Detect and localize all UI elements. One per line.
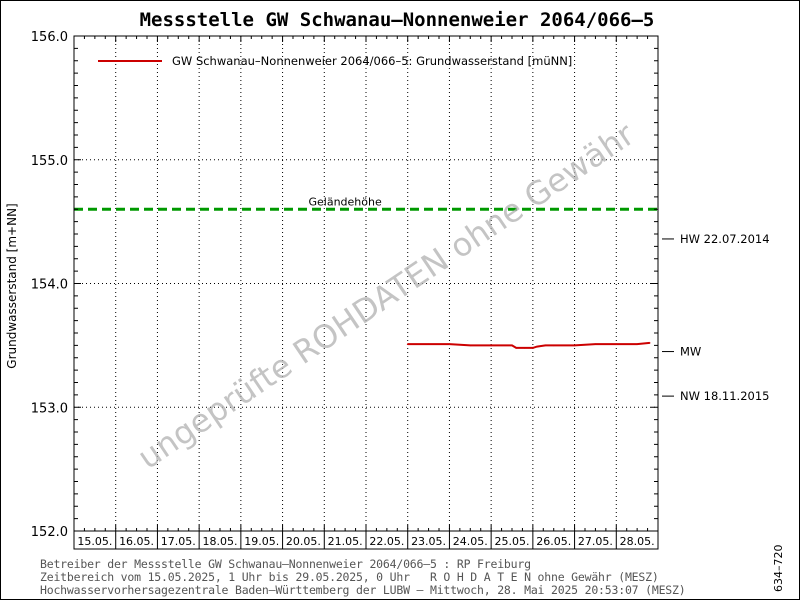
data-point <box>427 343 430 345</box>
data-point <box>594 343 597 345</box>
data-point <box>469 344 472 347</box>
legend-entry-label: GW Schwanau–Nonnenweier 2064/066–5: Grun… <box>172 54 572 68</box>
reference-line-layer: Geländehöhe <box>74 195 658 211</box>
side-code: 634–720 <box>772 544 785 593</box>
watermark-layer: ungeprüfte ROHDATEN ohne Gewähr <box>131 115 642 477</box>
axes-layer: 152.0 153.0 154.0 155.0 156.0 15.05. 16.05. 17.… <box>31 30 659 550</box>
data-point <box>573 344 576 347</box>
data-point <box>552 344 555 347</box>
footer-operator: Betreiber der Messstelle GW Schwanau–Non… <box>40 557 531 571</box>
x-tick-label: 27.05. <box>578 535 613 548</box>
data-point <box>636 343 638 345</box>
watermark-text: ungeprüfte ROHDATEN ohne Gewähr <box>131 115 642 477</box>
chart-title: Messstelle GW Schwanau–Nonnenweier 2064/… <box>140 9 655 31</box>
data-point <box>544 344 547 347</box>
x-tick-label: 15.05. <box>77 535 112 548</box>
series-layer <box>406 341 651 349</box>
x-tick-label: 17.05. <box>161 535 196 548</box>
y-tick-label: 152.0 <box>31 525 68 540</box>
right-marker-layer: HW 22.07.2014 MW NW 18.11.2015 <box>662 232 770 403</box>
ground-level-label: Geländehöhe <box>309 195 382 208</box>
data-point <box>515 347 517 349</box>
footer-time-range: Zeitbereich vom 15.05.2025, 1 Uhr bis 29… <box>40 570 659 584</box>
y-axis-label: Grundwasserstand [m+NN] <box>5 203 19 368</box>
x-tick-label: 16.05. <box>119 535 154 548</box>
y-tick-label: 155.0 <box>31 154 68 169</box>
plot-frame <box>73 35 659 532</box>
x-tick-label: 20.05. <box>286 535 321 548</box>
x-tick-label: 21.05. <box>328 535 363 548</box>
x-tick-label: 28.05. <box>620 535 655 548</box>
x-tick-label: 18.05. <box>203 535 238 548</box>
grid-layer <box>74 36 658 531</box>
x-tick-label: 22.05. <box>369 535 404 548</box>
x-tick-label: 23.05. <box>411 535 446 548</box>
footer-source: Hochwasservorhersagezentrale Baden–Württ… <box>40 583 686 597</box>
data-point <box>615 343 618 345</box>
data-point <box>448 343 451 345</box>
legend: GW Schwanau–Nonnenweier 2064/066–5: Grun… <box>98 54 572 68</box>
data-point <box>511 344 513 347</box>
x-tick-label: 26.05. <box>536 535 571 548</box>
x-tick-label: 25.05. <box>495 535 530 548</box>
x-tick-label: 24.05. <box>453 535 488 548</box>
right-marker-label: HW 22.07.2014 <box>680 232 770 246</box>
y-tick-label: 153.0 <box>31 401 68 416</box>
x-tick-label: 19.05. <box>244 535 279 548</box>
data-point <box>648 342 651 344</box>
data-point <box>523 347 526 349</box>
y-tick-label: 154.0 <box>31 278 68 293</box>
right-marker-label: MW <box>680 345 701 359</box>
data-point <box>536 345 538 348</box>
data-point <box>406 343 409 345</box>
right-marker-label: NW 18.11.2015 <box>680 389 769 403</box>
y-tick-label: 156.0 <box>31 30 68 45</box>
data-point <box>490 344 492 347</box>
groundwater-series-line <box>407 341 650 349</box>
data-point <box>532 347 534 349</box>
